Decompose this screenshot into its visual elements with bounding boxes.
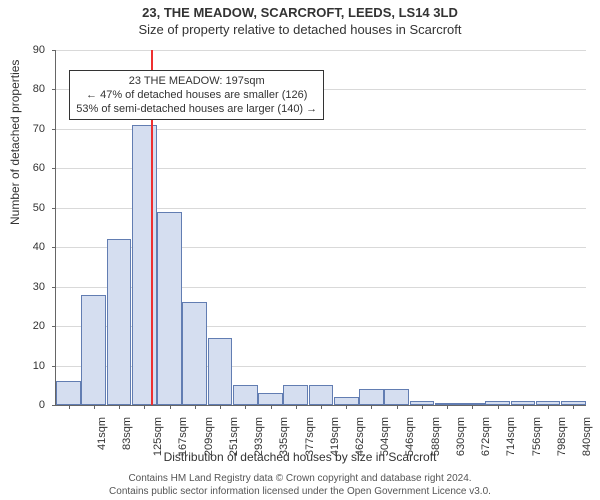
histogram-bar	[309, 385, 334, 405]
footer-line-2: Contains public sector information licen…	[0, 486, 600, 499]
annotation-line: 53% of semi-detached houses are larger (…	[76, 102, 317, 116]
ytick-label: 60	[0, 162, 45, 174]
xtick-label: 41sqm	[96, 417, 108, 450]
ytick-mark	[52, 366, 56, 367]
xtick-mark	[321, 405, 322, 409]
ytick-mark	[52, 208, 56, 209]
ytick-label: 20	[0, 320, 45, 332]
chart-title: 23, THE MEADOW, SCARCROFT, LEEDS, LS14 3…	[0, 0, 600, 20]
xtick-mark	[371, 405, 372, 409]
xtick-mark	[498, 405, 499, 409]
annotation-line: ← 47% of detached houses are smaller (12…	[76, 88, 317, 102]
xtick-mark	[523, 405, 524, 409]
chart-subtitle: Size of property relative to detached ho…	[0, 20, 600, 37]
histogram-bar	[258, 393, 283, 405]
plot-area: 41sqm83sqm125sqm167sqm209sqm251sqm293sqm…	[55, 50, 586, 406]
histogram-bar	[182, 302, 207, 405]
xtick-mark	[69, 405, 70, 409]
histogram-bar	[208, 338, 233, 405]
xtick-mark	[447, 405, 448, 409]
xtick-label: 83sqm	[121, 417, 133, 450]
ytick-mark	[52, 50, 56, 51]
gridline	[56, 50, 586, 51]
ytick-mark	[52, 287, 56, 288]
ytick-label: 90	[0, 44, 45, 56]
ytick-mark	[52, 89, 56, 90]
histogram-bar	[56, 381, 81, 405]
ytick-label: 80	[0, 83, 45, 95]
ytick-mark	[52, 168, 56, 169]
histogram-bar	[334, 397, 359, 405]
xtick-mark	[195, 405, 196, 409]
ytick-label: 50	[0, 202, 45, 214]
annotation-box: 23 THE MEADOW: 197sqm← 47% of detached h…	[69, 70, 324, 121]
ytick-mark	[52, 405, 56, 406]
histogram-bar	[233, 385, 258, 405]
ytick-label: 10	[0, 360, 45, 372]
histogram-bar	[132, 125, 157, 405]
ytick-mark	[52, 326, 56, 327]
histogram-bar	[359, 389, 384, 405]
footer-line-1: Contains HM Land Registry data © Crown c…	[0, 473, 600, 486]
histogram-bar	[81, 295, 106, 405]
xtick-mark	[548, 405, 549, 409]
histogram-bar	[157, 212, 182, 405]
xtick-mark	[346, 405, 347, 409]
xtick-mark	[397, 405, 398, 409]
ytick-label: 40	[0, 241, 45, 253]
ytick-label: 30	[0, 281, 45, 293]
xtick-mark	[94, 405, 95, 409]
xtick-mark	[245, 405, 246, 409]
x-axis-label: Distribution of detached houses by size …	[0, 450, 600, 464]
xtick-mark	[573, 405, 574, 409]
histogram-bar	[107, 239, 132, 405]
xtick-mark	[422, 405, 423, 409]
ytick-label: 0	[0, 399, 45, 411]
xtick-mark	[296, 405, 297, 409]
footer-attribution: Contains HM Land Registry data © Crown c…	[0, 473, 600, 498]
xtick-mark	[472, 405, 473, 409]
chart-container: 23, THE MEADOW, SCARCROFT, LEEDS, LS14 3…	[0, 0, 600, 500]
annotation-line: 23 THE MEADOW: 197sqm	[76, 74, 317, 88]
xtick-mark	[220, 405, 221, 409]
ytick-label: 70	[0, 123, 45, 135]
histogram-bar	[283, 385, 308, 405]
xtick-mark	[170, 405, 171, 409]
xtick-mark	[119, 405, 120, 409]
histogram-bar	[384, 389, 409, 405]
xtick-mark	[271, 405, 272, 409]
ytick-mark	[52, 129, 56, 130]
xtick-mark	[144, 405, 145, 409]
ytick-mark	[52, 247, 56, 248]
